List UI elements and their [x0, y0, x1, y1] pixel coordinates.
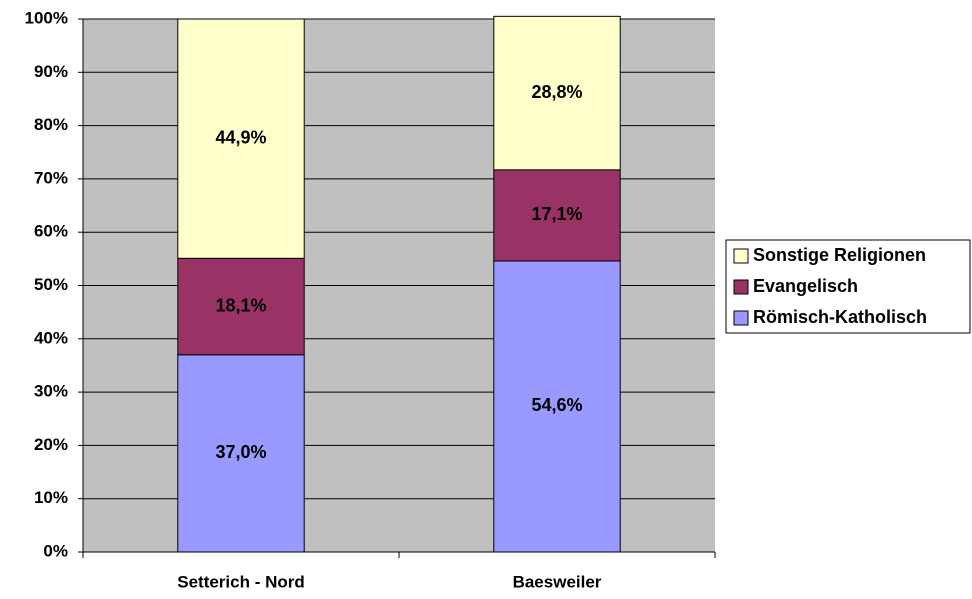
legend-label: Römisch-Katholisch [753, 307, 927, 327]
data-label: 18,1% [215, 295, 266, 315]
y-tick-label: 80% [34, 115, 68, 134]
y-tick-label: 90% [34, 62, 68, 81]
legend-swatch [733, 310, 749, 326]
data-label: 54,6% [531, 395, 582, 415]
x-tick-label: Baesweiler [513, 572, 602, 591]
y-tick-label: 0% [43, 541, 68, 560]
bar-segment [177, 257, 305, 356]
y-tick-label: 30% [34, 382, 68, 401]
data-label: 17,1% [531, 204, 582, 224]
x-tick-label: Setterich - Nord [177, 572, 305, 591]
legend-swatch [733, 279, 749, 295]
y-tick-label: 70% [34, 168, 68, 187]
bar-segment [177, 18, 305, 259]
legend-label: Evangelisch [753, 276, 858, 296]
y-tick-label: 10% [34, 488, 68, 507]
bar-segment [493, 169, 621, 262]
y-tick-label: 60% [34, 222, 68, 241]
legend-box [725, 239, 971, 334]
legend-swatch [733, 248, 749, 264]
legend-label: Sonstige Religionen [753, 245, 926, 265]
y-tick-label: 100% [25, 8, 68, 27]
data-label: 44,9% [215, 127, 266, 147]
y-tick-label: 20% [34, 435, 68, 454]
data-label: 28,8% [531, 82, 582, 102]
data-label: 37,0% [215, 442, 266, 462]
y-tick-label: 40% [34, 328, 68, 347]
bar-segment [493, 15, 621, 171]
y-tick-label: 50% [34, 275, 68, 294]
bar-segment [177, 354, 305, 553]
